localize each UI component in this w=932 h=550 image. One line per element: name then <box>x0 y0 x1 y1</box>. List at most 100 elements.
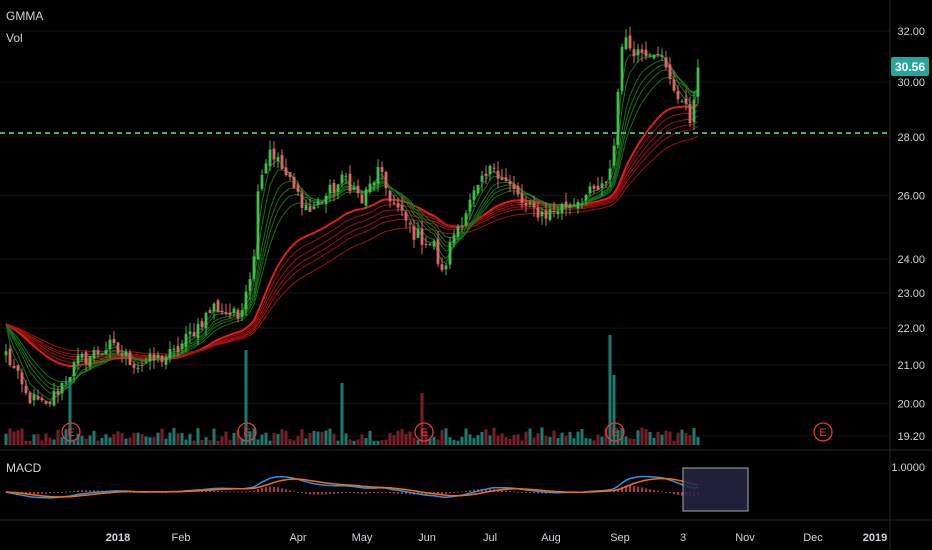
candle <box>620 46 624 91</box>
macd-histogram-bar <box>65 491 67 493</box>
macd-histogram-bar <box>29 492 31 495</box>
macd-histogram-bar <box>41 492 43 494</box>
macd-histogram-bar <box>437 492 439 495</box>
candle <box>36 395 40 400</box>
candle <box>468 199 472 212</box>
volume-bar <box>432 436 436 445</box>
macd-histogram-bar <box>321 492 323 495</box>
candle <box>572 205 576 207</box>
volume-bar <box>16 430 20 445</box>
candle <box>452 234 456 244</box>
volume-bar <box>504 437 508 445</box>
volume-bar <box>604 427 608 445</box>
candle <box>616 91 620 145</box>
macd-histogram-bar <box>449 492 451 494</box>
volume-bar <box>500 433 504 445</box>
volume-bar <box>88 435 92 445</box>
volume-bar <box>340 383 344 445</box>
macd-histogram-bar <box>645 488 647 492</box>
candle <box>80 353 84 358</box>
volume-bar <box>416 440 420 445</box>
volume-bar <box>44 433 48 445</box>
volume-bar <box>640 427 644 445</box>
volume-bar <box>564 435 568 445</box>
macd-histogram-bar <box>237 491 239 493</box>
volume-bar <box>412 437 416 445</box>
candle <box>596 185 600 190</box>
candle <box>484 173 488 177</box>
earnings-marker <box>414 422 434 442</box>
macd-histogram-bar <box>217 490 219 492</box>
volume-bar <box>40 440 44 445</box>
macd-histogram-bar <box>365 492 367 494</box>
volume-bar <box>688 435 692 445</box>
candle <box>132 364 136 368</box>
candle <box>304 204 308 211</box>
volume-bar <box>396 430 400 445</box>
macd-histogram-bar <box>361 492 363 494</box>
candle <box>508 181 512 185</box>
earnings-marker <box>813 422 833 442</box>
candle <box>124 351 128 356</box>
volume-bar <box>260 434 264 445</box>
volume-bar <box>568 431 572 445</box>
volume-bar <box>180 433 184 445</box>
macd-histogram-bar <box>653 490 655 492</box>
candle <box>300 193 304 208</box>
macd-histogram-bar <box>629 485 631 492</box>
candle <box>284 167 288 175</box>
volume-bar <box>588 438 592 445</box>
macd-histogram-bar <box>97 490 99 492</box>
volume-bar <box>224 431 228 445</box>
macd-histogram-bar <box>133 492 135 493</box>
selection-box[interactable] <box>682 467 749 512</box>
candle <box>628 35 632 49</box>
earnings-marker-label: E <box>819 427 826 439</box>
macd-histogram-bar <box>73 490 75 492</box>
volume-bar <box>612 375 616 445</box>
volume-bar <box>536 433 540 445</box>
volume-bar <box>488 435 492 445</box>
candle <box>360 195 364 204</box>
candle <box>496 170 500 179</box>
macd-histogram-bar <box>389 492 391 494</box>
volume-bar <box>628 438 632 445</box>
candle <box>208 310 212 313</box>
candle <box>480 175 484 182</box>
candle <box>416 228 420 238</box>
candle <box>412 225 416 240</box>
volume-bar <box>664 430 668 445</box>
candle <box>540 211 544 217</box>
macd-histogram-bar <box>633 486 635 492</box>
candle <box>332 183 336 194</box>
candle <box>568 204 572 208</box>
candle <box>8 348 12 366</box>
volume-bar <box>204 437 208 445</box>
volume-bar <box>352 440 356 445</box>
volume-bar <box>560 432 564 445</box>
candle <box>580 203 584 205</box>
volume-bar <box>112 433 116 445</box>
candle <box>344 175 348 177</box>
candle <box>600 183 604 189</box>
macd-histogram-bar <box>233 491 235 493</box>
candle <box>88 356 92 367</box>
volume-bar <box>24 440 28 445</box>
volume-bar <box>144 436 148 445</box>
macd-histogram-bar <box>209 490 211 492</box>
candle <box>576 201 580 209</box>
volume-bar <box>196 428 200 445</box>
volume-bar <box>188 433 192 445</box>
candle <box>376 166 380 184</box>
volume-bar <box>532 437 536 445</box>
candle <box>84 352 88 364</box>
volume-bar <box>624 436 628 445</box>
volume-bar <box>280 429 284 445</box>
volume-bar <box>124 438 128 445</box>
earnings-marker <box>61 422 81 442</box>
candle <box>340 174 344 184</box>
volume-bar <box>356 439 360 445</box>
volume-bar <box>616 429 620 445</box>
macd-histogram-bar <box>301 492 303 494</box>
volume-bar <box>672 440 676 445</box>
